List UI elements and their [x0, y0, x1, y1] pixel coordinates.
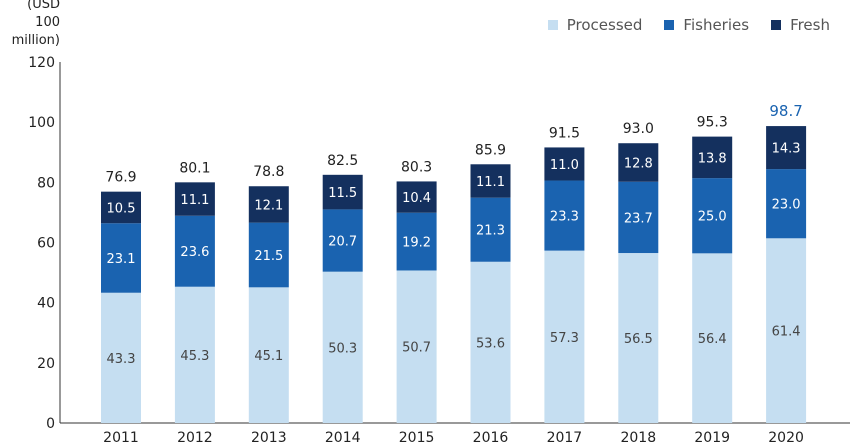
bar-segment-processed	[174, 286, 215, 423]
data-label-fresh: 11.0	[550, 158, 579, 173]
bar-segment-fisheries	[618, 181, 659, 254]
data-label-processed: 50.3	[328, 341, 357, 356]
total-label: 82.5	[327, 153, 358, 169]
legend-item-fresh: Fresh	[771, 16, 830, 34]
x-tick-label: 2015	[399, 430, 435, 444]
data-label-fresh: 11.1	[476, 175, 505, 190]
legend-item-fisheries: Fisheries	[664, 16, 749, 34]
data-label-processed: 61.4	[772, 325, 801, 340]
total-label: 85.9	[475, 142, 506, 158]
bar-segment-fresh	[396, 181, 437, 213]
data-label-fisheries: 23.1	[107, 252, 136, 267]
data-label-processed: 53.6	[476, 336, 505, 351]
y-tick-label: 40	[37, 296, 55, 312]
legend-swatch-fisheries	[664, 20, 675, 30]
y-tick-label: 120	[28, 55, 55, 71]
total-label: 76.9	[105, 170, 136, 186]
data-label-fresh: 12.8	[624, 156, 653, 171]
bar-segment-fresh	[618, 143, 659, 182]
legend-swatch-processed	[547, 20, 558, 30]
total-label: 93.0	[623, 121, 654, 137]
data-label-fresh: 14.3	[772, 142, 801, 157]
data-label-processed: 45.3	[180, 349, 209, 364]
data-label-fisheries: 20.7	[328, 235, 357, 250]
bar-segment-fisheries	[248, 222, 289, 288]
bar-segment-processed	[692, 253, 733, 423]
bar-segment-fresh	[248, 186, 289, 223]
y-tick-label: 60	[37, 236, 55, 252]
data-label-fisheries: 23.0	[772, 198, 801, 213]
data-label-processed: 50.7	[402, 341, 431, 356]
y-tick-label: 0	[46, 416, 55, 432]
y-tick-label: 80	[37, 175, 55, 191]
bar-segment-fresh	[692, 136, 733, 179]
data-label-processed: 45.1	[254, 349, 283, 364]
y-tick-label: 20	[37, 356, 55, 372]
legend-swatch-fresh	[771, 20, 782, 30]
total-label: 80.3	[401, 159, 432, 175]
x-tick-label: 2014	[325, 430, 361, 444]
bar-segment-fisheries	[692, 178, 733, 254]
x-tick-label: 2019	[694, 430, 730, 444]
data-label-fresh: 12.1	[254, 198, 283, 213]
data-label-fresh: 11.1	[180, 193, 209, 208]
data-label-fisheries: 25.0	[698, 210, 727, 225]
bar-segment-fresh	[766, 126, 807, 170]
bar-segment-processed	[101, 292, 141, 423]
x-tick-label: 2020	[768, 430, 804, 444]
data-label-processed: 56.4	[698, 332, 727, 347]
legend-label-processed: Processed	[566, 16, 643, 34]
data-label-fresh: 10.4	[402, 191, 431, 206]
data-label-fresh: 11.5	[328, 186, 357, 201]
bar-segment-fresh	[322, 174, 363, 210]
x-tick-label: 2016	[473, 430, 509, 444]
bar-segment-fisheries	[174, 215, 215, 287]
bar-segment-processed	[544, 250, 585, 423]
x-tick-label: 2012	[177, 430, 213, 444]
x-tick-label: 2018	[620, 430, 656, 444]
bar-segment-processed	[766, 238, 807, 423]
total-label: 80.1	[179, 160, 210, 176]
bar-segment-fisheries	[470, 197, 511, 262]
bar-segment-processed	[248, 287, 289, 423]
bar-segment-processed	[396, 270, 437, 423]
bar-segment-fresh	[101, 191, 141, 224]
bar-segment-fisheries	[766, 169, 807, 239]
total-label: 98.7	[769, 102, 802, 120]
bar-segment-fresh	[174, 182, 215, 216]
bar-segment-fisheries	[101, 223, 141, 293]
legend: Processed Fisheries Fresh	[547, 16, 830, 34]
data-label-fisheries: 21.5	[254, 249, 283, 264]
data-label-fresh: 10.5	[107, 201, 136, 216]
y-tick-label: 100	[28, 115, 55, 131]
y-axis-unit-label: (USD 100 million)	[11, 0, 60, 48]
x-tick-label: 2017	[547, 430, 583, 444]
total-label: 91.5	[549, 125, 580, 141]
legend-label-fresh: Fresh	[790, 16, 830, 34]
x-tick-label: 2011	[103, 430, 139, 444]
total-label: 78.8	[253, 164, 284, 180]
bar-segment-fresh	[544, 147, 585, 181]
data-label-fisheries: 21.3	[476, 224, 505, 239]
data-label-processed: 57.3	[550, 331, 579, 346]
bar-segment-processed	[470, 261, 511, 423]
bar-segment-fisheries	[544, 180, 585, 251]
data-label-fisheries: 19.2	[402, 236, 431, 251]
bar-segment-fisheries	[396, 212, 437, 271]
data-label-processed: 56.5	[624, 332, 653, 347]
bar-segment-fresh	[470, 164, 511, 198]
bar-segment-processed	[322, 271, 363, 423]
data-label-processed: 43.3	[107, 352, 136, 367]
total-label: 95.3	[697, 115, 728, 131]
x-tick-label: 2013	[251, 430, 287, 444]
bar-segment-processed	[618, 253, 659, 423]
legend-label-fisheries: Fisheries	[683, 16, 750, 34]
data-label-fresh: 13.8	[698, 151, 727, 166]
data-label-fisheries: 23.6	[180, 245, 209, 260]
legend-item-processed: Processed	[547, 16, 643, 34]
bar-segment-fisheries	[322, 209, 363, 272]
data-label-fisheries: 23.7	[624, 211, 653, 226]
data-label-fisheries: 23.3	[550, 210, 579, 225]
